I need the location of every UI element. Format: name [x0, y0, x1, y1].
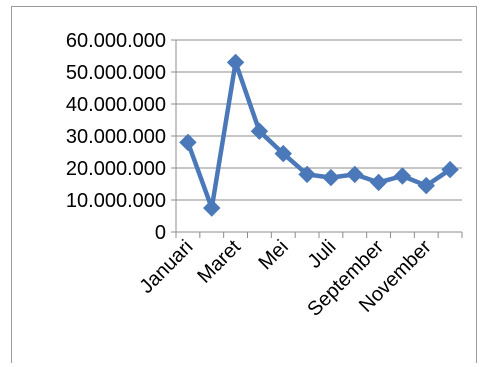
data-point-februari — [203, 199, 221, 217]
data-point-april — [250, 122, 269, 140]
series-line-0 — [185, 60, 452, 211]
data-point-oktober — [393, 167, 412, 185]
y-tick-label-0: 0 — [155, 222, 166, 244]
series-layer — [179, 53, 459, 217]
x-tick-label-januari: Januari — [136, 236, 198, 298]
data-point-juni — [298, 165, 316, 184]
data-point-maret — [226, 53, 245, 72]
y-tick-label-4: 40.000.000 — [66, 94, 166, 116]
axes — [171, 39, 463, 238]
y-tick-label-1: 10.000.000 — [66, 190, 166, 212]
y-tick-label-3: 30.000.000 — [66, 126, 166, 148]
x-tick-label-mei: Mei — [254, 236, 292, 274]
y-tick-label-5: 50.000.000 — [66, 62, 166, 84]
x-tick-label-juli: Juli — [304, 236, 341, 273]
data-point-mei — [274, 144, 292, 163]
data-point-januari — [179, 133, 197, 152]
data-point-desember — [441, 160, 459, 179]
y-tick-label-2: 20.000.000 — [66, 158, 166, 180]
data-point-september — [369, 173, 388, 192]
data-point-agustus — [346, 165, 364, 184]
y-tick-label-6: 60.000.000 — [66, 30, 166, 52]
y-tick-labels: 0 10.000.000 20.000.000 30.000.000 40.000.00… — [66, 30, 166, 244]
data-point-november — [417, 176, 435, 195]
chart-frame — [11, 6, 477, 363]
x-tick-label-maret: Maret — [193, 236, 245, 288]
data-point-juli — [322, 168, 340, 187]
